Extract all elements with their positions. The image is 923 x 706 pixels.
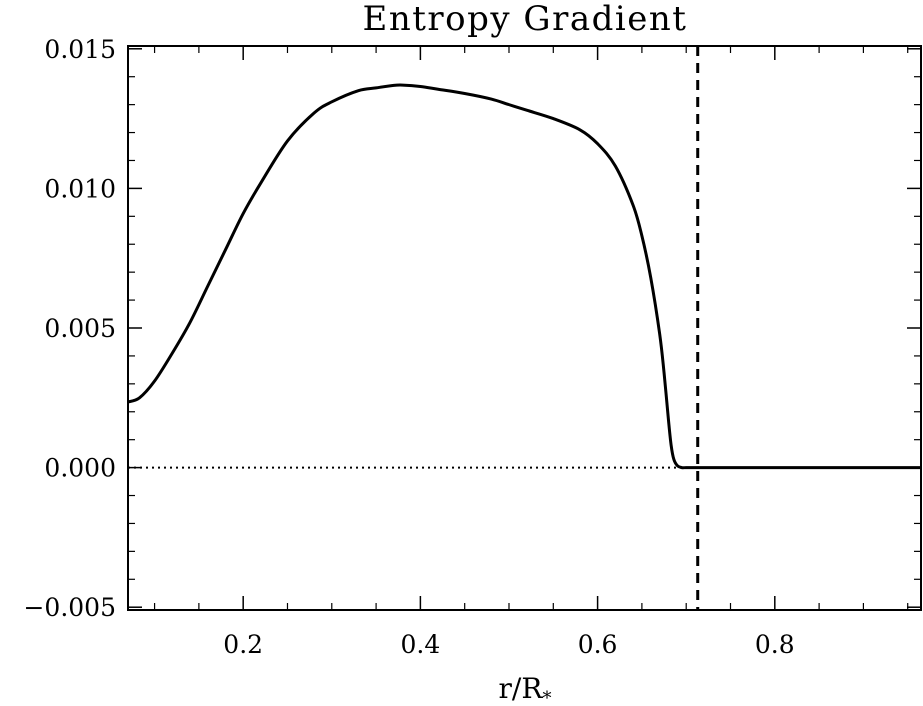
entropy-gradient-series-line xyxy=(127,83,921,470)
chart-title: Entropy Gradient xyxy=(363,0,688,39)
y-tick-label: 0.015 xyxy=(44,35,116,64)
y-tick-label: 0.005 xyxy=(44,314,116,343)
y-tick-label: −0.005 xyxy=(23,593,116,622)
x-tick-label: 0.8 xyxy=(755,630,795,659)
y-tick-label: 0.000 xyxy=(44,454,116,483)
x-tick-label: 0.2 xyxy=(223,630,263,659)
x-axis-label: r/R* xyxy=(499,672,552,706)
x-axis-label-subscript: * xyxy=(542,688,551,706)
x-axis-label-main: r/R xyxy=(499,672,544,705)
x-tick-label: 0.6 xyxy=(578,630,618,659)
plot-frame xyxy=(127,45,922,611)
plot-area: −0.005 0.000 0.005 0.010 0.015 0.2 0.4 0.6 0.8 xyxy=(23,35,922,659)
x-tick-label: 0.4 xyxy=(401,630,441,659)
y-tick-label: 0.010 xyxy=(44,174,116,203)
